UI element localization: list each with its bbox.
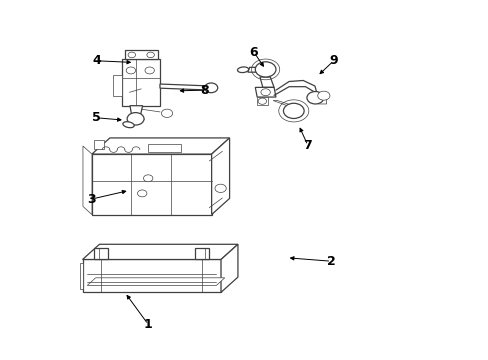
Circle shape — [126, 67, 135, 74]
Polygon shape — [160, 84, 204, 90]
Circle shape — [306, 91, 323, 104]
Circle shape — [204, 83, 217, 93]
Circle shape — [143, 175, 153, 182]
Text: 5: 5 — [92, 111, 101, 124]
Polygon shape — [92, 154, 211, 215]
Polygon shape — [124, 50, 157, 59]
Text: 7: 7 — [303, 139, 312, 152]
Circle shape — [317, 91, 329, 100]
Circle shape — [261, 89, 270, 96]
Circle shape — [258, 98, 266, 104]
Polygon shape — [94, 140, 103, 149]
Polygon shape — [148, 144, 181, 152]
Circle shape — [146, 52, 154, 58]
Circle shape — [128, 52, 135, 58]
Text: 1: 1 — [143, 318, 152, 331]
Polygon shape — [122, 59, 160, 106]
Text: 9: 9 — [329, 54, 337, 67]
Circle shape — [144, 67, 154, 74]
Polygon shape — [247, 67, 262, 72]
Text: 6: 6 — [249, 46, 258, 59]
Ellipse shape — [122, 122, 134, 128]
Polygon shape — [94, 248, 108, 260]
Text: 3: 3 — [87, 193, 96, 206]
Polygon shape — [82, 260, 221, 292]
Polygon shape — [221, 244, 238, 292]
Polygon shape — [130, 106, 142, 116]
Ellipse shape — [237, 67, 248, 73]
Circle shape — [137, 190, 146, 197]
Polygon shape — [92, 138, 229, 154]
Polygon shape — [82, 244, 238, 260]
Circle shape — [161, 109, 172, 117]
Circle shape — [215, 184, 226, 193]
Polygon shape — [80, 263, 82, 289]
Text: 4: 4 — [92, 54, 101, 67]
Text: 2: 2 — [326, 255, 335, 268]
Circle shape — [255, 62, 275, 77]
Polygon shape — [195, 248, 209, 260]
Circle shape — [127, 113, 144, 125]
Polygon shape — [83, 146, 92, 215]
Polygon shape — [87, 278, 224, 285]
Circle shape — [283, 103, 304, 118]
Polygon shape — [257, 97, 267, 105]
Polygon shape — [318, 96, 326, 104]
Polygon shape — [273, 100, 298, 108]
Polygon shape — [113, 75, 122, 96]
Polygon shape — [211, 138, 229, 215]
Polygon shape — [260, 77, 273, 87]
Polygon shape — [255, 87, 275, 97]
Text: 8: 8 — [200, 84, 208, 96]
